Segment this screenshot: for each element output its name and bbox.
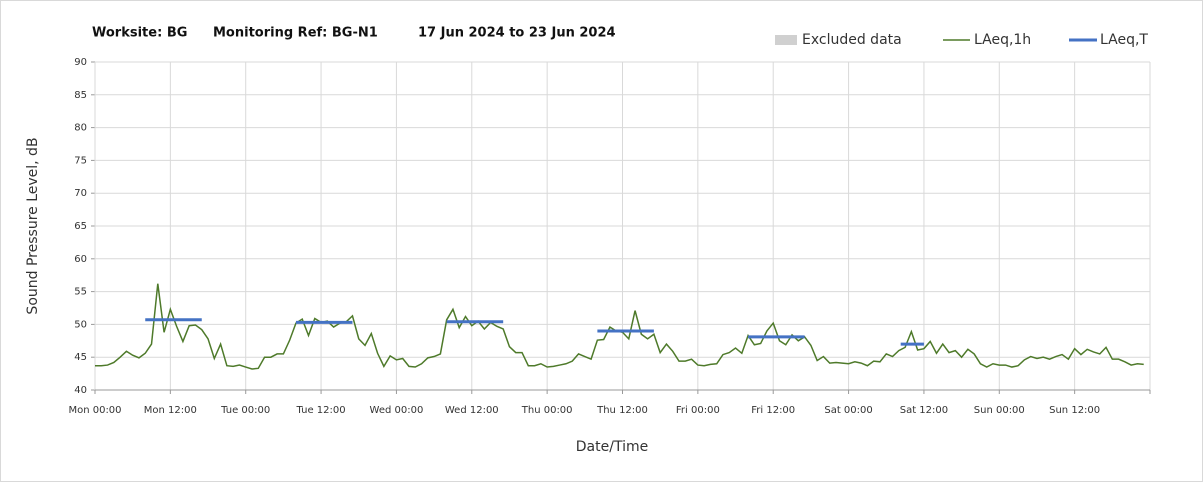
y-tick-label: 80 — [74, 123, 87, 134]
y-tick-label: 40 — [74, 385, 87, 396]
x-tick-label: Wed 00:00 — [370, 405, 424, 416]
y-tick-label: 85 — [74, 90, 87, 101]
y-tick-label: 50 — [74, 319, 87, 330]
x-tick-label: Fri 12:00 — [751, 405, 795, 416]
y-tick-label: 90 — [74, 57, 87, 68]
y-tick-label: 75 — [74, 155, 87, 166]
x-tick-label: Tue 00:00 — [220, 405, 270, 416]
x-tick-label: Thu 00:00 — [521, 405, 573, 416]
legend-label: LAeq,T — [1100, 32, 1148, 48]
x-tick-label: Mon 00:00 — [68, 405, 121, 416]
x-tick-label: Sun 12:00 — [1049, 405, 1100, 416]
title-worksite: Worksite: BG — [92, 26, 187, 41]
x-tick-label: Sat 12:00 — [900, 405, 948, 416]
y-tick-label: 60 — [74, 254, 87, 265]
legend-label: Excluded data — [802, 32, 902, 48]
legend-label: LAeq,1h — [974, 32, 1031, 48]
x-tick-label: Sat 00:00 — [824, 405, 872, 416]
x-tick-label: Sun 00:00 — [974, 405, 1025, 416]
legend-swatch — [775, 35, 797, 45]
x-axis-label: Date/Time — [576, 439, 648, 455]
x-tick-label: Tue 12:00 — [296, 405, 346, 416]
x-tick-label: Wed 12:00 — [445, 405, 499, 416]
y-tick-label: 45 — [74, 352, 87, 363]
y-tick-label: 65 — [74, 221, 87, 232]
y-tick-label: 70 — [74, 188, 87, 199]
y-axis-label: Sound Pressure Level, dB — [25, 137, 41, 314]
title-dates: 17 Jun 2024 to 23 Jun 2024 — [418, 26, 616, 41]
x-tick-label: Mon 12:00 — [144, 405, 197, 416]
title-ref: Monitoring Ref: BG-N1 — [213, 26, 378, 41]
x-tick-label: Fri 00:00 — [676, 405, 720, 416]
y-tick-label: 55 — [74, 287, 87, 298]
x-tick-label: Thu 12:00 — [596, 405, 648, 416]
